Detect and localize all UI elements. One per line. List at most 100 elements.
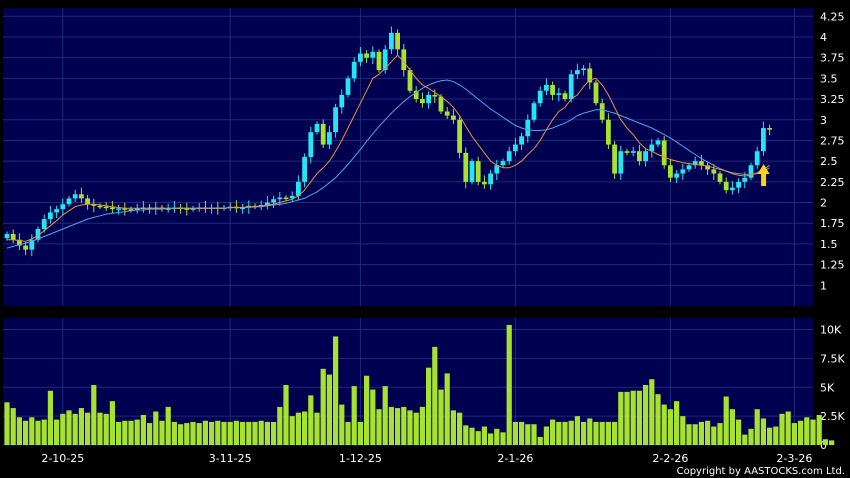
volume-bar <box>10 408 16 445</box>
volume-bar <box>326 374 332 445</box>
candle-body <box>661 140 667 166</box>
candle-body <box>426 94 431 104</box>
arrow-shape <box>757 163 770 186</box>
candle-body <box>457 119 462 153</box>
candle-body <box>500 161 506 166</box>
candle-body <box>643 151 648 162</box>
volume-bar <box>729 409 735 445</box>
candle-body <box>432 94 438 97</box>
volume-bar <box>438 389 444 445</box>
candle-body <box>103 206 109 209</box>
volume-bar <box>475 431 481 445</box>
copyright-text: Copyright by AASTOCKS.com Ltd. <box>677 466 845 477</box>
volume-bar <box>97 412 103 445</box>
candle-body <box>451 115 456 120</box>
volume-bar <box>72 413 78 445</box>
volume-bar <box>29 417 35 445</box>
candle-body <box>717 173 723 182</box>
volume-bar <box>624 391 630 445</box>
volume-bar <box>413 412 419 445</box>
date-tick-label: 2-3-26 <box>776 452 812 465</box>
volume-bar <box>60 413 66 445</box>
candle-body <box>612 144 617 174</box>
candle-body <box>116 208 121 210</box>
candle-body <box>742 177 748 182</box>
candle-body <box>407 70 413 91</box>
volume-bar <box>649 379 655 445</box>
volume-bar <box>667 409 673 445</box>
candle-body <box>655 140 661 145</box>
candle-body <box>730 187 735 191</box>
volume-bar <box>574 416 580 445</box>
volume-bar <box>165 406 171 445</box>
candle-body <box>29 239 35 250</box>
volume-bar <box>246 421 252 445</box>
candle-body <box>395 32 400 50</box>
volume-bar <box>364 375 370 445</box>
moving-average-short-line <box>7 54 770 242</box>
volume-bar <box>47 390 53 445</box>
volume-bar <box>289 416 295 445</box>
candle-body <box>754 151 760 166</box>
moving-average-long-line <box>6 79 770 249</box>
volume-bar <box>562 421 568 445</box>
volume-bar <box>202 420 208 445</box>
candle-body <box>85 198 90 205</box>
price-tick-label: 4.25 <box>820 10 845 23</box>
price-tick-label: 2 <box>820 197 827 210</box>
price-tick-label: 2.25 <box>820 176 845 189</box>
candle-body <box>302 157 307 182</box>
date-x-axis: 2-10-25 3-11-25 1-12-25 2-1-26 2-2-26 2-3-26 <box>41 452 812 465</box>
price-tick-label: 2.5 <box>820 155 838 168</box>
volume-bar <box>295 412 301 445</box>
price-grid <box>3 8 813 306</box>
candle-body <box>475 161 481 182</box>
volume-bar <box>66 410 72 445</box>
volume-bar <box>109 401 115 445</box>
candle-body <box>568 74 574 100</box>
volume-bar <box>190 421 196 445</box>
volume-bar <box>258 420 264 445</box>
candle-body <box>575 70 580 75</box>
volume-bar <box>178 424 184 445</box>
date-tick-label: 1-12-25 <box>339 452 382 465</box>
volume-tick-label: 2.5K <box>820 410 845 423</box>
price-tick-label: 1.75 <box>820 217 845 230</box>
candle-body <box>91 204 97 206</box>
candle-body <box>184 208 190 210</box>
volume-bar <box>128 420 134 445</box>
volume-bar <box>810 419 816 445</box>
candle-body <box>469 161 475 182</box>
volume-bar <box>35 420 41 445</box>
volume-bar <box>754 409 760 445</box>
candle-body <box>599 103 605 120</box>
volume-bar <box>54 419 60 445</box>
volume-bar <box>674 401 680 445</box>
volume-bar <box>593 421 599 445</box>
candle-body <box>333 107 338 133</box>
volume-bar <box>426 367 432 445</box>
volume-bar <box>395 408 401 445</box>
volume-bar <box>134 419 140 445</box>
price-tick-label: 3.75 <box>820 52 845 65</box>
volume-bar <box>450 410 456 445</box>
volume-bar <box>91 384 97 445</box>
candle-body <box>420 99 425 104</box>
volume-bar <box>227 421 233 445</box>
volume-bar <box>463 425 469 445</box>
candle-body <box>401 49 407 71</box>
volume-bar <box>370 389 376 445</box>
candle-body <box>550 84 555 95</box>
volume-bar <box>630 390 636 445</box>
volume-bar <box>339 404 345 445</box>
volume-bar <box>568 420 574 445</box>
volume-bar <box>432 346 438 445</box>
volume-bar <box>531 424 537 445</box>
volume-bar <box>16 417 22 445</box>
candle-body <box>190 208 196 210</box>
candle-body <box>35 229 41 240</box>
candle-body <box>60 204 66 210</box>
candle-body <box>382 49 388 71</box>
candle-body <box>413 90 419 100</box>
